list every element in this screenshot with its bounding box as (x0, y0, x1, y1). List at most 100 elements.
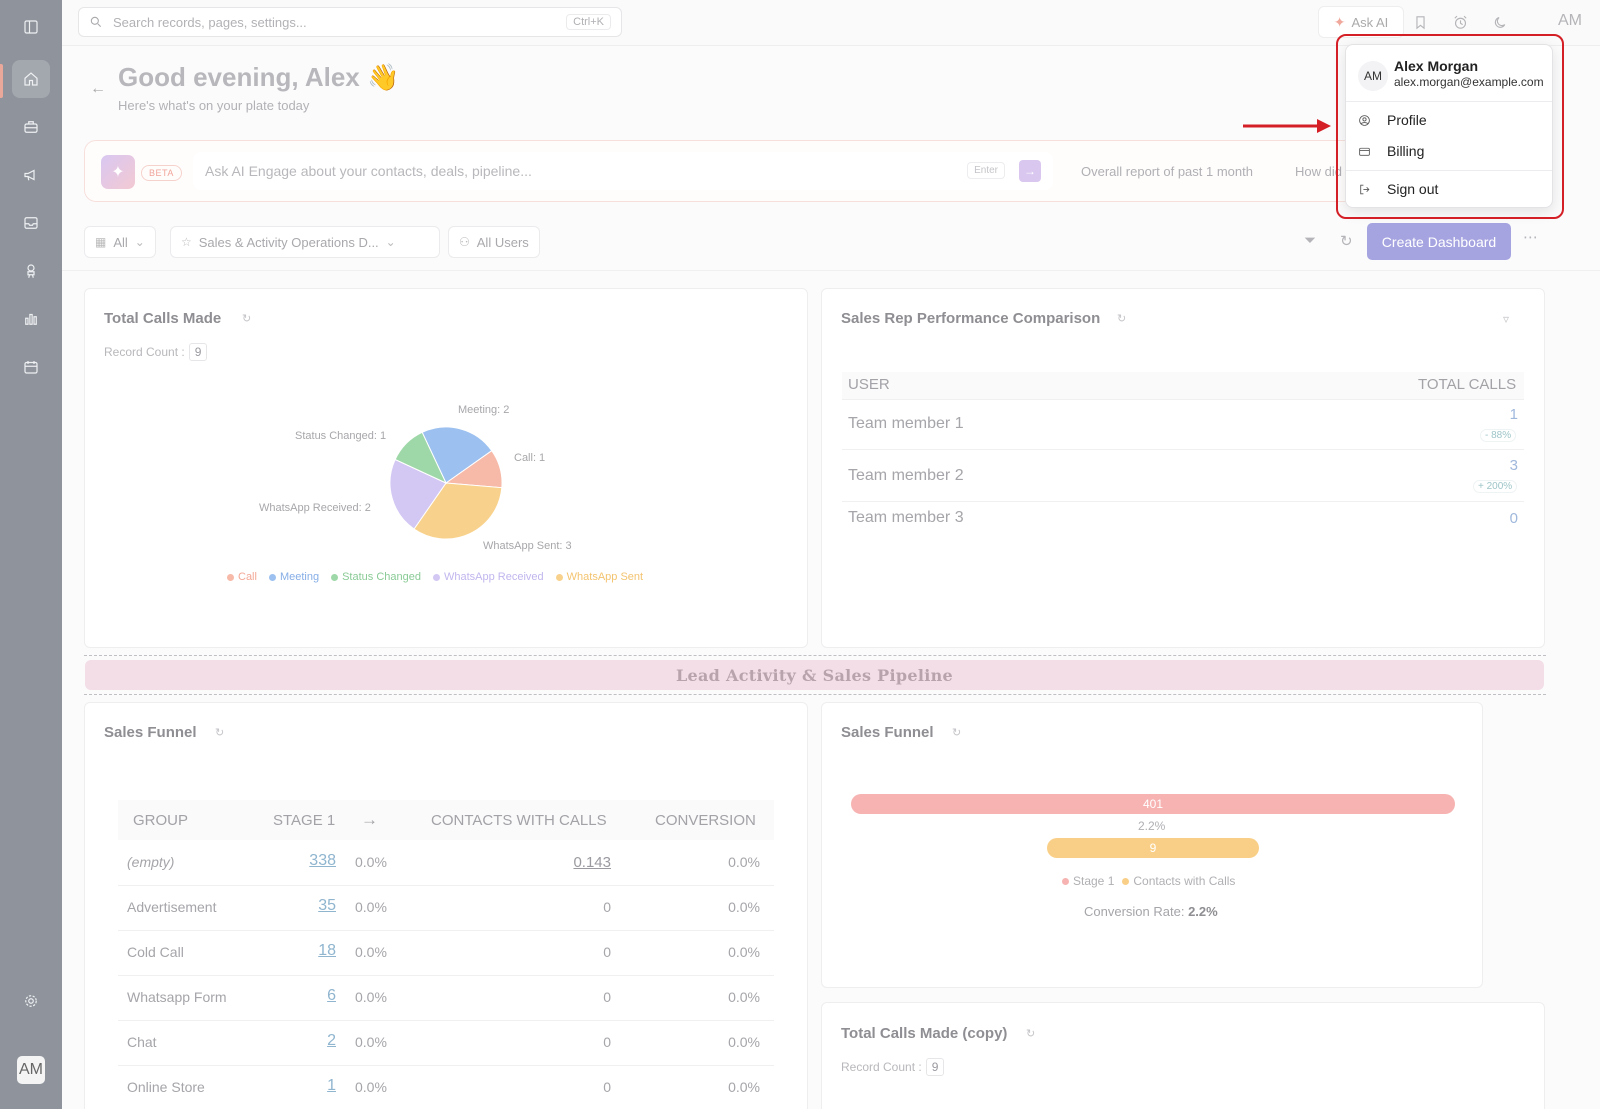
legend-item-meeting[interactable]: Meeting (268, 571, 319, 583)
funnel-step-percentage: 2.2% (1138, 819, 1166, 833)
menu-item-sign-out[interactable]: Sign out (1358, 181, 1438, 197)
dashboard-select-dropdown[interactable]: ☆ Sales & Activity Operations D... ⌄ (170, 226, 440, 258)
enter-key-hint: Enter (967, 162, 1005, 179)
stage-1-link[interactable]: 6 (327, 987, 336, 1004)
stage-1-cell[interactable]: 6 (280, 987, 336, 1005)
megaphone-icon[interactable] (12, 156, 50, 194)
sidebar: AM (0, 0, 62, 1109)
view-filter-label: All (113, 234, 128, 250)
row-divider (118, 885, 774, 886)
rep-performance-title: Sales Rep Performance Comparison (841, 310, 1101, 327)
highlight-arrow (1243, 119, 1331, 133)
ai-prompt-input[interactable]: Ask AI Engage about your contacts, deals… (193, 152, 1053, 190)
sales-funnel-chart-title: Sales Funnel (841, 724, 934, 741)
menu-item-billing[interactable]: Billing (1358, 143, 1424, 159)
ai-suggestion-1[interactable]: Overall report of past 1 month (1081, 164, 1253, 179)
legend-item-whatsapp-sent[interactable]: WhatsApp Sent (555, 571, 643, 583)
topbar: Ctrl+K ✦ Ask AI AM (62, 0, 1600, 46)
rep-value[interactable]: 3 (1509, 457, 1518, 474)
pie-label-whatsapp-sent: WhatsApp Sent: 3 (483, 540, 572, 552)
contacts-with-calls-cell: 0 (603, 1079, 611, 1095)
more-options-icon[interactable]: ⋯ (1523, 229, 1538, 246)
briefcase-icon[interactable] (12, 108, 50, 146)
contacts-with-calls-cell[interactable]: 0.143 (573, 854, 611, 871)
avatar[interactable]: AM (17, 1056, 45, 1084)
ask-ai-button[interactable]: ✦ Ask AI (1318, 6, 1404, 38)
user-avatar-button[interactable]: AM (1558, 12, 1582, 29)
refresh-icon[interactable]: ↻ (1026, 1028, 1036, 1040)
stage-1-link[interactable]: 338 (309, 852, 336, 869)
pie-slice-status-changed[interactable] (394, 431, 448, 485)
row-divider (842, 501, 1524, 502)
create-dashboard-button[interactable]: Create Dashboard (1367, 223, 1511, 260)
star-icon: ☆ (181, 235, 192, 249)
presentation-icon[interactable] (12, 252, 50, 290)
stage-1-cell[interactable]: 18 (280, 942, 336, 960)
refresh-icon[interactable]: ↻ (1117, 313, 1127, 325)
stage-1-cell[interactable]: 35 (280, 897, 336, 915)
stage-1-link[interactable]: 2 (327, 1032, 336, 1049)
pie-slice-whatsapp-sent[interactable] (413, 482, 503, 540)
users-filter-label: All Users (476, 234, 529, 250)
pie-label-status-changed: Status Changed: 1 (295, 430, 387, 442)
row-divider (842, 449, 1524, 450)
search-icon (90, 16, 102, 28)
ai-suggestion-2[interactable]: How did (1295, 164, 1342, 179)
row-divider (118, 975, 774, 976)
stage-percent-cell: 0.0% (355, 989, 387, 1005)
funnel-bar-contacts-with-calls[interactable]: 9 (1047, 838, 1259, 858)
users-filter-button[interactable]: ⚇ All Users (448, 226, 540, 258)
home-icon[interactable] (12, 60, 50, 98)
refresh-icon[interactable]: ↻ (215, 727, 225, 739)
legend-item-call[interactable]: Call (227, 571, 257, 583)
bar-chart-icon[interactable] (12, 300, 50, 338)
settings-icon[interactable] (12, 982, 50, 1020)
calendar-icon[interactable] (12, 348, 50, 386)
ask-ai-label: Ask AI (1351, 14, 1389, 30)
back-arrow-icon[interactable]: ← (90, 80, 106, 97)
stage-percent-cell: 0.0% (355, 899, 387, 915)
contacts-with-calls-cell: 0 (603, 989, 611, 1005)
filter-icon[interactable]: ▿ (1503, 312, 1510, 326)
section-banner: Lead Activity & Sales Pipeline (85, 660, 1544, 690)
view-filter-dropdown[interactable]: ▦ All ⌄ (84, 226, 156, 258)
funnel-bar-stage-1[interactable]: 401 (851, 794, 1455, 814)
sidebar-toggle-icon[interactable] (12, 8, 50, 46)
submit-arrow-icon[interactable]: → (1019, 160, 1041, 182)
refresh-icon[interactable]: ↻ (242, 313, 252, 325)
legend-item-stage-1[interactable]: Stage 1 (1062, 874, 1114, 888)
stage-1-link[interactable]: 1 (327, 1077, 336, 1094)
legend-item-whatsapp-received[interactable]: WhatsApp Received (432, 571, 544, 583)
highlight-box (1336, 34, 1564, 219)
stage-1-cell[interactable]: 338 (280, 852, 336, 870)
menu-divider (1346, 101, 1552, 102)
record-count-label: Record Count : (104, 345, 185, 359)
refresh-icon[interactable]: ↻ (1340, 233, 1353, 250)
rep-value[interactable]: 1 (1509, 406, 1518, 423)
conversion-cell: 0.0% (728, 1079, 760, 1095)
user-menu-name: Alex Morgan (1394, 58, 1479, 74)
stage-1-link[interactable]: 35 (318, 897, 336, 914)
stage-1-link[interactable]: 18 (318, 942, 336, 959)
funnel-legend: Stage 1 Contacts with Calls (1062, 874, 1235, 888)
stage-1-cell[interactable]: 1 (280, 1077, 336, 1095)
ai-sparkle-icon: ✦ (101, 155, 135, 189)
legend-item-contacts-with-calls[interactable]: Contacts with Calls (1122, 874, 1235, 888)
stage-1-cell[interactable]: 2 (280, 1032, 336, 1050)
menu-item-profile[interactable]: Profile (1358, 112, 1427, 128)
moon-icon[interactable] (1490, 12, 1510, 32)
filter-icon[interactable]: ⏷ (1304, 232, 1317, 249)
contacts-with-calls-cell: 0 (603, 1034, 611, 1050)
search-input[interactable] (113, 14, 553, 30)
legend-item-status-changed[interactable]: Status Changed (331, 571, 421, 583)
rep-value[interactable]: 0 (1509, 510, 1518, 527)
bookmark-icon[interactable] (1410, 12, 1430, 32)
alarm-clock-icon[interactable] (1450, 12, 1470, 32)
inbox-icon[interactable] (12, 204, 50, 242)
user-menu: AM Alex Morgan alex.morgan@example.com P… (1345, 44, 1553, 208)
search-box[interactable]: Ctrl+K (78, 7, 622, 37)
conversion-cell: 0.0% (728, 854, 760, 870)
sparkle-icon: ✦ (1333, 13, 1346, 30)
users-icon: ⚇ (459, 235, 470, 249)
refresh-icon[interactable]: ↻ (952, 727, 962, 739)
